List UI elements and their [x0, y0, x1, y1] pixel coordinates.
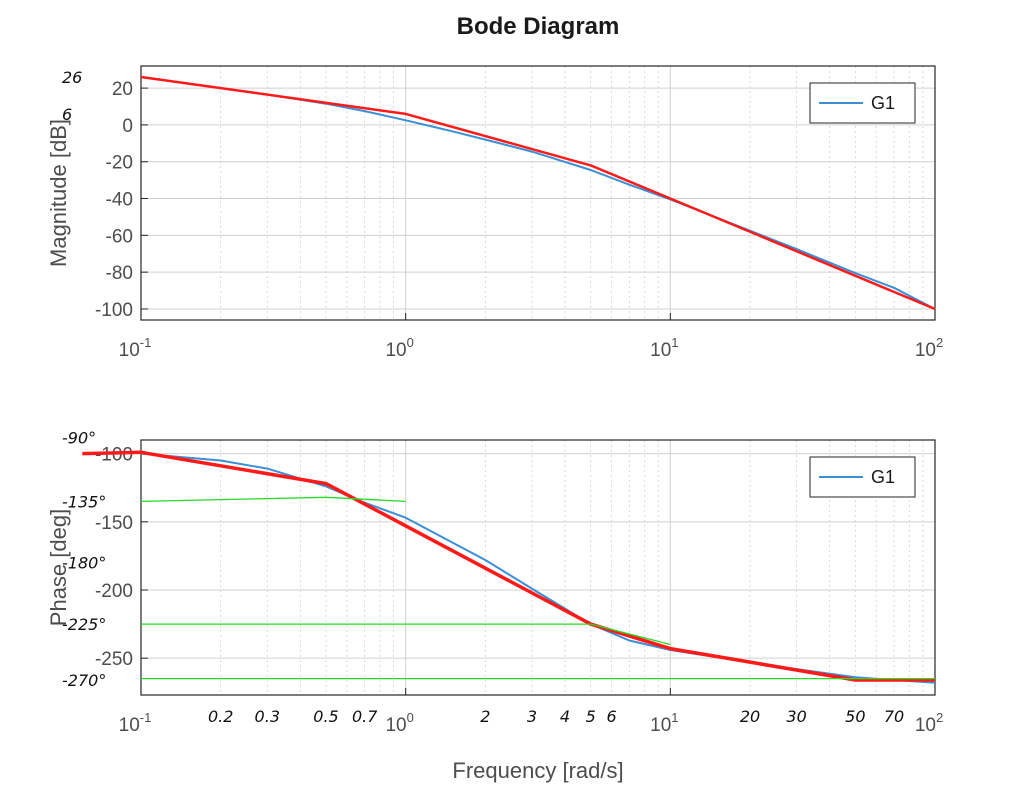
mag-x-tick-label: 100: [385, 335, 413, 361]
chart-title: Bode Diagram: [457, 13, 620, 40]
handwritten-frequency-note: 6: [607, 707, 617, 726]
phase-handwritten-note: -135°: [62, 492, 106, 511]
handwritten-frequency-note: 0.3: [255, 707, 280, 726]
handwritten-frequency-note: 20: [740, 707, 760, 726]
mag-y-tick-label: -100: [95, 300, 133, 321]
handwritten-frequency-note: 70: [884, 707, 904, 726]
handwritten-frequency-note: 50: [845, 707, 865, 726]
mag-axes-box: [140, 65, 936, 321]
mag-y-tick-label: -80: [106, 263, 133, 284]
phase-x-tick-label: 100: [385, 710, 413, 736]
handwritten-frequency-note: 5: [586, 707, 596, 726]
phase-handwritten-note: -225°: [62, 615, 106, 634]
phase-series-helper-line: [141, 623, 671, 646]
phase-y-tick-label: -100: [95, 445, 133, 466]
phase-y-axis-label: Phase [deg]: [46, 509, 71, 626]
mag-y-tick-label: -20: [106, 153, 133, 174]
handwritten-frequency-notes: 0.2 0.3 0.5 0.7 2 3 4 5 6 20 30 50 70: [208, 707, 904, 726]
mag-handwritten-note: 6: [62, 105, 72, 124]
mag-x-tick-label: 102: [915, 335, 943, 361]
mag-legend: G1: [809, 82, 916, 124]
mag-y-tick-label: 20: [112, 79, 133, 100]
handwritten-frequency-note: 0.5: [313, 707, 338, 726]
phase-legend-label: G1: [871, 467, 895, 487]
phase-handwritten-note: -270°: [62, 671, 106, 690]
phase-y-tick-label: -150: [95, 513, 133, 534]
mag-grid: [140, 66, 935, 320]
magnitude-panel: 20 0 -20 -40 -60 -80 -100 10-1 100 101 102 Magnitud…: [46, 65, 943, 361]
handwritten-frequency-note: 30: [786, 707, 806, 726]
mag-y-tick-label: -60: [106, 226, 133, 247]
phase-axes-box: [140, 439, 936, 696]
phase-handwritten-note: -180°: [62, 554, 106, 573]
mag-series-asymptote-line: [140, 75, 936, 311]
x-axis-label: Frequency [rad/s]: [452, 758, 623, 783]
phase-x-tick-label: 101: [650, 710, 678, 736]
phase-y-tick-label: -250: [95, 649, 133, 670]
handwritten-frequency-note: 2: [480, 707, 490, 726]
phase-legend: G1: [809, 456, 916, 498]
phase-series-helper-line: [140, 496, 406, 503]
mag-x-tick-label: 10-1: [119, 335, 152, 361]
mag-y-axis-label: Magnitude [dB]: [46, 119, 71, 267]
phase-x-tick-label: 102: [915, 710, 943, 736]
handwritten-frequency-note: 3: [527, 707, 537, 726]
mag-legend-label: G1: [871, 93, 895, 113]
handwritten-frequency-note: 0.2: [208, 707, 233, 726]
phase-x-tick-label: 10-1: [119, 710, 152, 736]
mag-handwritten-note: 26: [62, 68, 82, 87]
phase-y-tick-label: -200: [95, 581, 133, 602]
mag-y-tick-label: -40: [106, 190, 133, 211]
handwritten-frequency-note: 4: [560, 707, 570, 726]
phase-series-asymptote-line: [82, 450, 935, 682]
phase-handwritten-note: -90°: [62, 428, 96, 447]
handwritten-frequency-note: 0.7: [352, 707, 378, 726]
phase-panel: -100 -150 -200 -250 10-1 100 101 102 Phase [deg]…: [46, 428, 943, 736]
mag-x-tick-label: 101: [650, 335, 678, 361]
mag-y-tick-label: 0: [122, 116, 133, 137]
